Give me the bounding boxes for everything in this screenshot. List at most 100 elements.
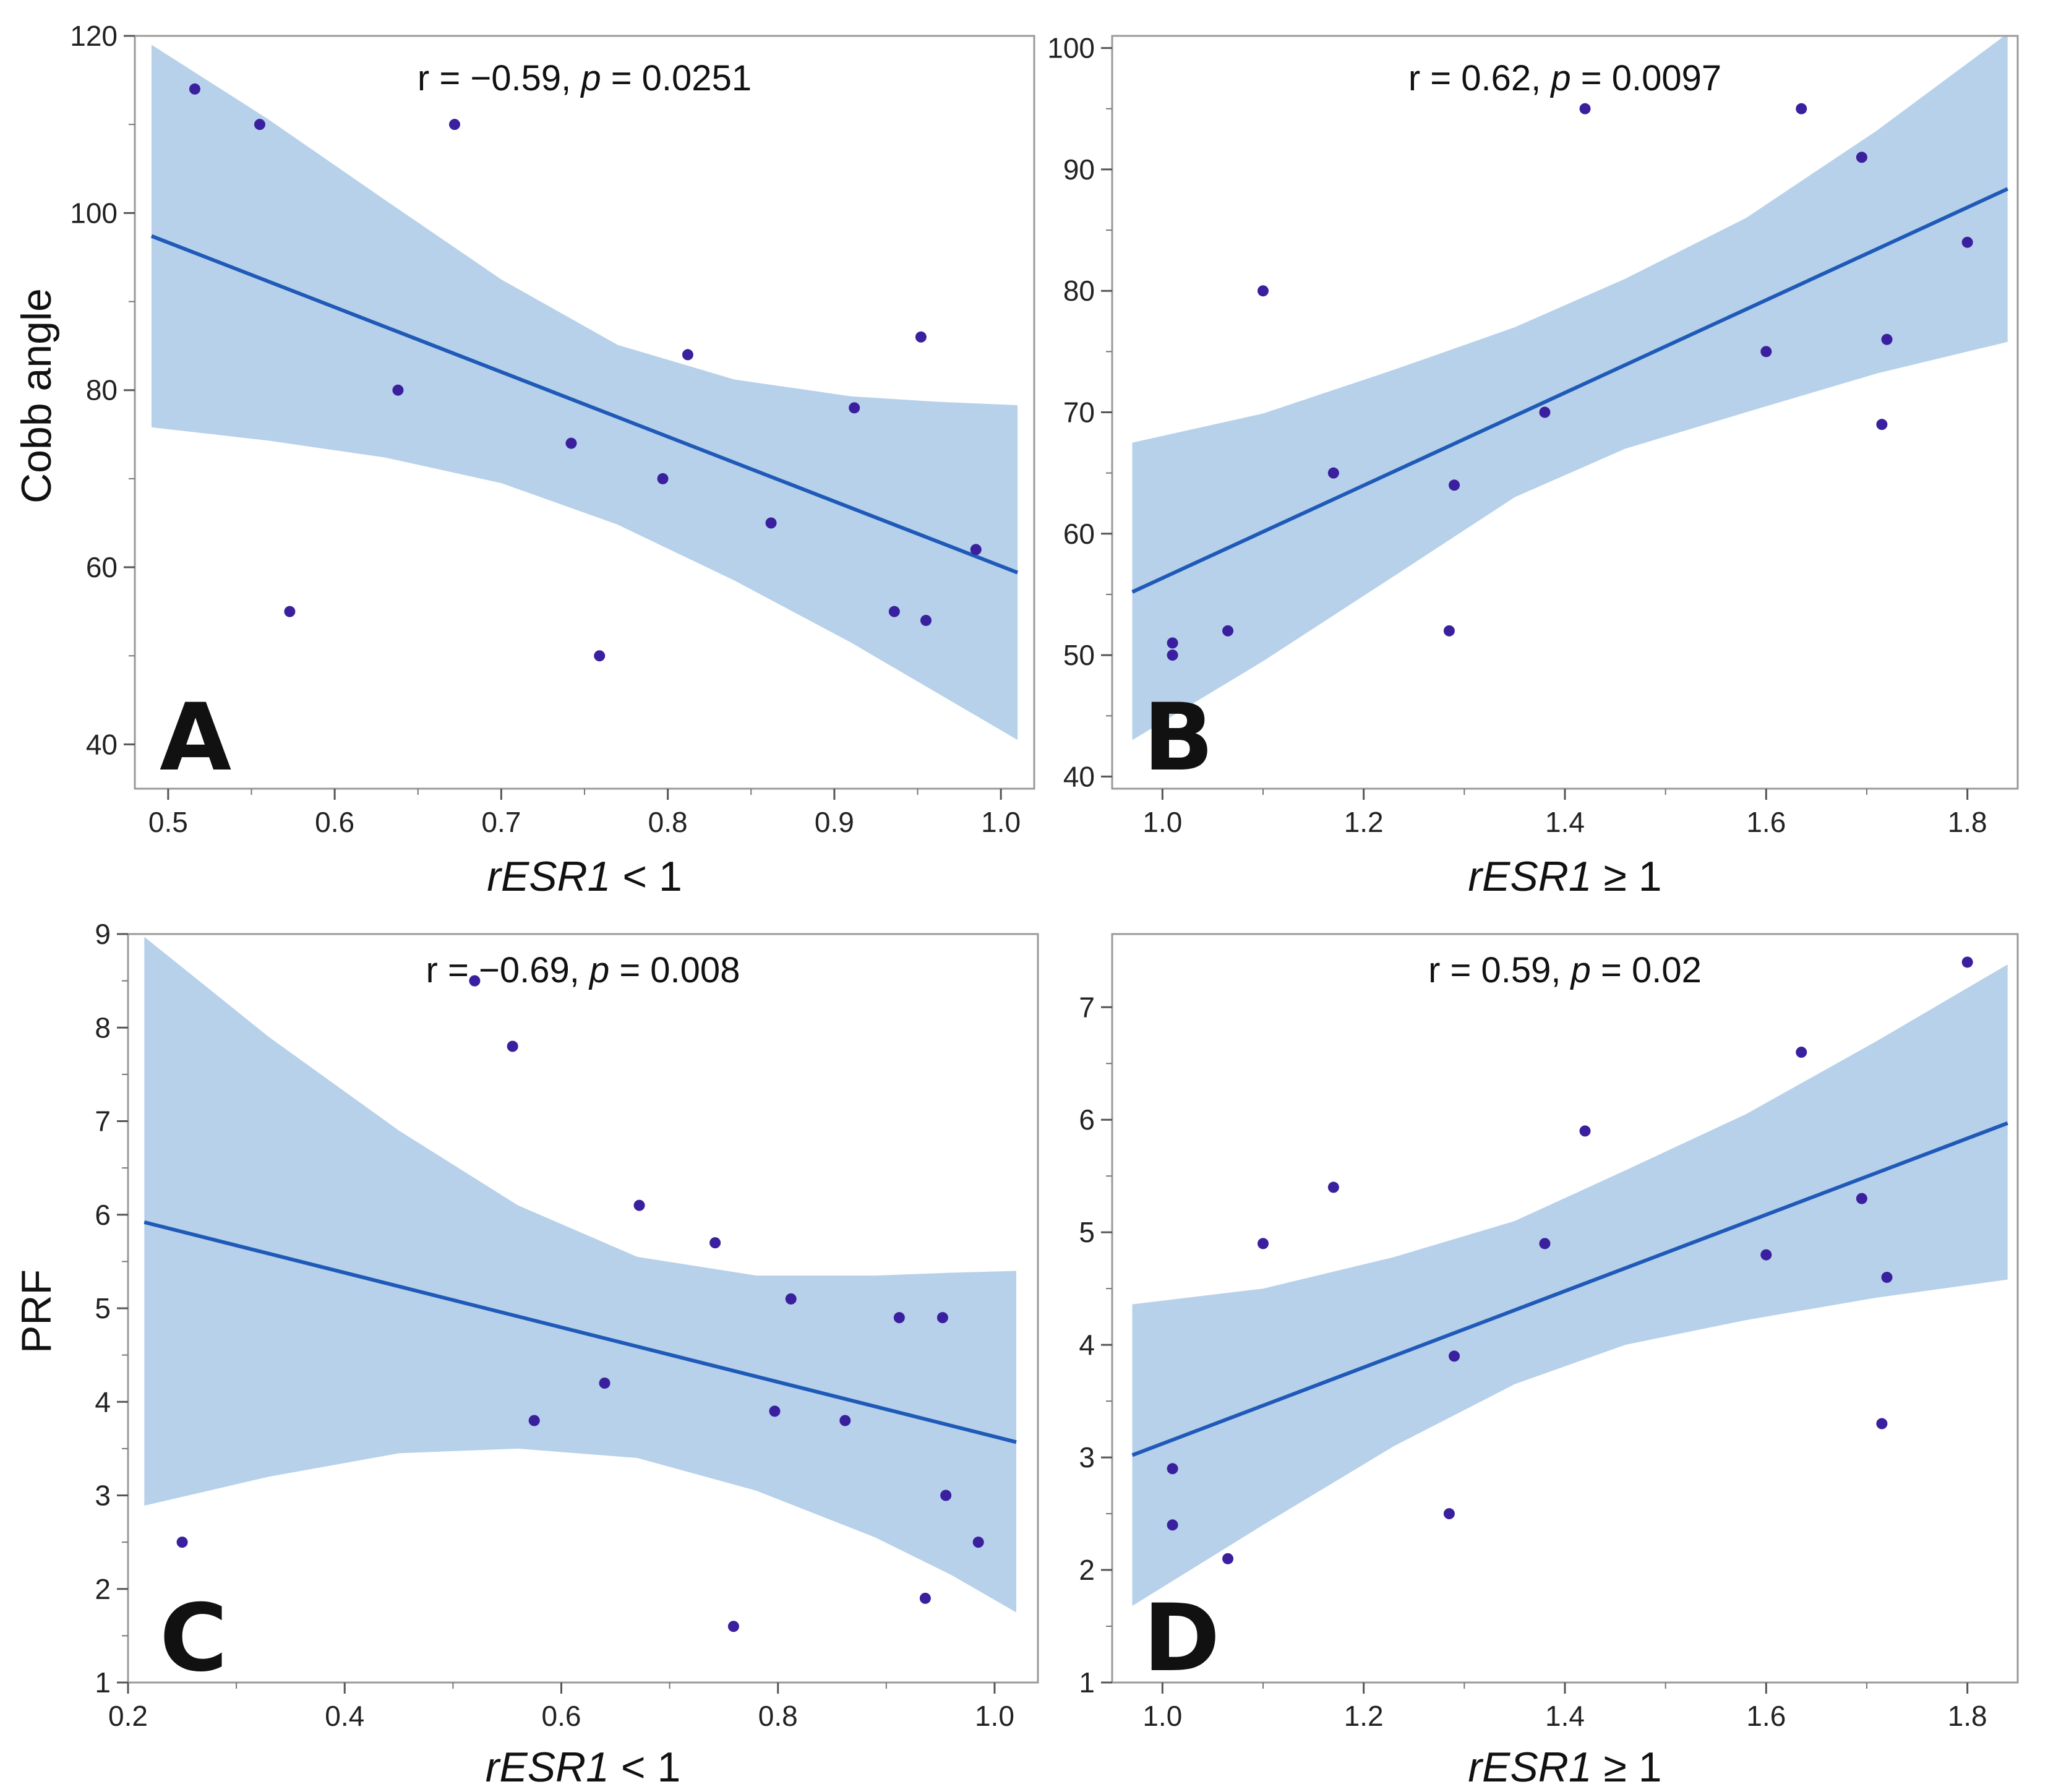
- panel-d-confidence-band: [1132, 964, 2008, 1606]
- panel-a-point-10: [765, 517, 777, 529]
- panel-a-point-2: [254, 119, 265, 131]
- panel-b-panel-label: B: [1143, 684, 1214, 792]
- panel-a-y-axis-title: Cobb angle: [13, 288, 60, 504]
- panel-b-ytick-label-1: 40: [1063, 760, 1095, 792]
- panel-a-point-8: [657, 473, 669, 484]
- panel-a-xtick-label-3: 0.7: [481, 806, 521, 838]
- panel-d-correlation-annotation: r = 0.59, p = 0.02: [1428, 950, 1702, 990]
- panel-c-point-3: [507, 1040, 518, 1052]
- panel-a-point-11: [849, 402, 860, 414]
- panel-b-ytick-label-2: 50: [1063, 639, 1095, 671]
- panel-d-point-3: [1222, 1553, 1234, 1564]
- panel-c-ytick-label-4: 4: [95, 1386, 111, 1418]
- panel-c-point-13: [919, 1592, 931, 1604]
- panel-b-ytick-label-4: 70: [1063, 397, 1095, 429]
- panel-a-point-5: [448, 119, 460, 131]
- panel-c-ytick-label-5: 5: [95, 1292, 111, 1324]
- panel-d-x-axis-title-part-2: ≥ 1: [1592, 1744, 1662, 1791]
- panel-d-point-5: [1327, 1181, 1339, 1193]
- panel-b-correlation-annotation-part-2: p: [1549, 58, 1570, 98]
- panel-b-ytick-label-3: 60: [1063, 518, 1095, 550]
- panel-a-correlation-annotation-part-1: r = −0.59,: [418, 58, 581, 98]
- panel-b-x-axis-title-part-2: ≥ 1: [1592, 853, 1662, 900]
- panel-a: 0.5 0.6 0.7 0.8 0.9 1.0 40 60 80 100 120 r = −0.59,…: [13, 20, 1035, 900]
- panel-d-ytick-label-5: 5: [1079, 1216, 1095, 1248]
- panel-b-x-axis-title-part-1: rESR1: [1468, 853, 1592, 900]
- panel-c-x-axis-title: rESR1 < 1: [486, 1744, 681, 1791]
- panel-b-xtick-label-5: 1.8: [1948, 806, 1987, 838]
- panel-a-ytick-label-3: 80: [86, 374, 118, 406]
- panel-a-ytick-label-5: 120: [70, 20, 118, 52]
- panel-b: 1.0 1.2 1.4 1.6 1.8 40 50 60 70 80 90 100 r = 0.62, …: [1047, 32, 2019, 900]
- panel-a-confidence-band: [151, 45, 1018, 740]
- panel-b-xtick-label-2: 1.2: [1344, 806, 1384, 838]
- panel-b-ytick-label-6: 90: [1063, 153, 1095, 186]
- panel-b-point-6: [1443, 625, 1455, 637]
- panel-b-point-5: [1327, 467, 1339, 479]
- panel-c-y-axis-title: PRF: [13, 1269, 60, 1353]
- panel-a-point-1: [189, 83, 200, 95]
- panel-d-x-axis-title: rESR1 ≥ 1: [1468, 1744, 1661, 1791]
- panel-c-ytick-label-3: 3: [95, 1480, 111, 1512]
- panel-b-point-13: [1876, 419, 1888, 431]
- panel-b-correlation-annotation-part-3: = 0.0097: [1571, 58, 1722, 98]
- panel-a-point-7: [594, 650, 606, 662]
- panel-c-correlation-annotation: r = −0.69, p = 0.008: [426, 950, 740, 990]
- panel-d-xtick-label-5: 1.8: [1948, 1700, 1987, 1732]
- panel-b-ytick-label-7: 100: [1047, 32, 1095, 64]
- panel-c-ytick-label-1: 1: [95, 1666, 111, 1699]
- panel-a-correlation-annotation-part-2: p: [580, 58, 601, 98]
- panel-a-x-axis-title: rESR1 < 1: [487, 853, 682, 900]
- panel-a-x-axis-title-part-2: < 1: [611, 853, 682, 900]
- panel-c-correlation-annotation-part-1: r = −0.69,: [426, 950, 589, 990]
- panel-d-point-8: [1539, 1238, 1551, 1250]
- panel-c-correlation-annotation-part-3: = 0.008: [609, 950, 740, 990]
- panel-a-panel-label: A: [160, 684, 231, 792]
- panel-a-ytick-label-4: 100: [70, 197, 118, 229]
- panel-a-point-12: [888, 606, 900, 617]
- panel-c-xtick-label-5: 1.0: [975, 1700, 1014, 1732]
- panel-c-correlation-annotation-part-2: p: [588, 950, 609, 990]
- panel-b-point-7: [1449, 479, 1460, 491]
- panel-d-correlation-annotation-part-3: = 0.02: [1591, 950, 1702, 990]
- panel-c-point-14: [936, 1312, 948, 1324]
- panel-d-point-11: [1796, 1047, 1807, 1058]
- panel-b-correlation-annotation: r = 0.62, p = 0.0097: [1408, 58, 1721, 98]
- panel-a-xtick-label-6: 1.0: [981, 806, 1021, 838]
- panel-d-fit-line: [1131, 1121, 2008, 1457]
- panel-a-correlation-annotation-part-3: = 0.0251: [601, 58, 752, 98]
- panel-b-xtick-label-3: 1.4: [1545, 806, 1585, 838]
- panel-b-xtick-label-1: 1.0: [1142, 806, 1182, 838]
- panel-d-x-axis-title-part-1: rESR1: [1468, 1744, 1592, 1791]
- panel-c-ytick-label-8: 8: [95, 1011, 111, 1044]
- panel-b-x-axis-title: rESR1 ≥ 1: [1468, 853, 1661, 900]
- panel-c-point-2: [469, 975, 481, 987]
- panel-d-xtick-label-2: 1.2: [1344, 1700, 1384, 1732]
- panel-c-ytick-label-7: 7: [95, 1105, 111, 1138]
- panel-d-point-15: [1961, 956, 1973, 968]
- panel-a-correlation-annotation: r = −0.59, p = 0.0251: [418, 58, 752, 98]
- panel-c: 0.2 0.4 0.6 0.8 1.0 1 2 3 4 5 6 7 8 9 r = −0.69, p = 0…: [13, 918, 1039, 1791]
- panel-d-point-10: [1760, 1249, 1772, 1261]
- panel-b-point-9: [1579, 103, 1591, 114]
- panel-c-xtick-label-3: 0.6: [541, 1700, 581, 1732]
- panel-a-point-9: [682, 349, 693, 361]
- panel-a-x-axis-title-part-1: rESR1: [487, 853, 611, 900]
- panel-c-panel-label: C: [160, 1585, 228, 1692]
- panel-a-xtick-label-2: 0.6: [315, 806, 354, 838]
- panel-d: 1.0 1.2 1.4 1.6 1.8 1 2 3 4 5 6 7 r = 0.59, p = 0.02…: [1079, 933, 2019, 1791]
- panel-d-point-14: [1881, 1271, 1893, 1283]
- panel-d-point-13: [1876, 1418, 1888, 1430]
- panel-c-point-6: [633, 1199, 645, 1211]
- panel-d-ytick-label-6: 6: [1079, 1104, 1095, 1136]
- panel-a-fit-line: [150, 234, 1019, 575]
- panel-a-point-15: [970, 544, 982, 555]
- panel-c-xtick-label-4: 0.8: [758, 1700, 798, 1732]
- panel-d-point-9: [1579, 1125, 1591, 1137]
- panel-d-correlation-annotation-part-1: r = 0.59,: [1428, 950, 1571, 990]
- panel-c-ytick-label-2: 2: [95, 1573, 111, 1605]
- panel-b-point-11: [1796, 103, 1807, 114]
- panel-c-point-15: [940, 1490, 952, 1501]
- panel-b-confidence-band: [1132, 36, 2008, 740]
- panel-d-point-6: [1443, 1508, 1455, 1520]
